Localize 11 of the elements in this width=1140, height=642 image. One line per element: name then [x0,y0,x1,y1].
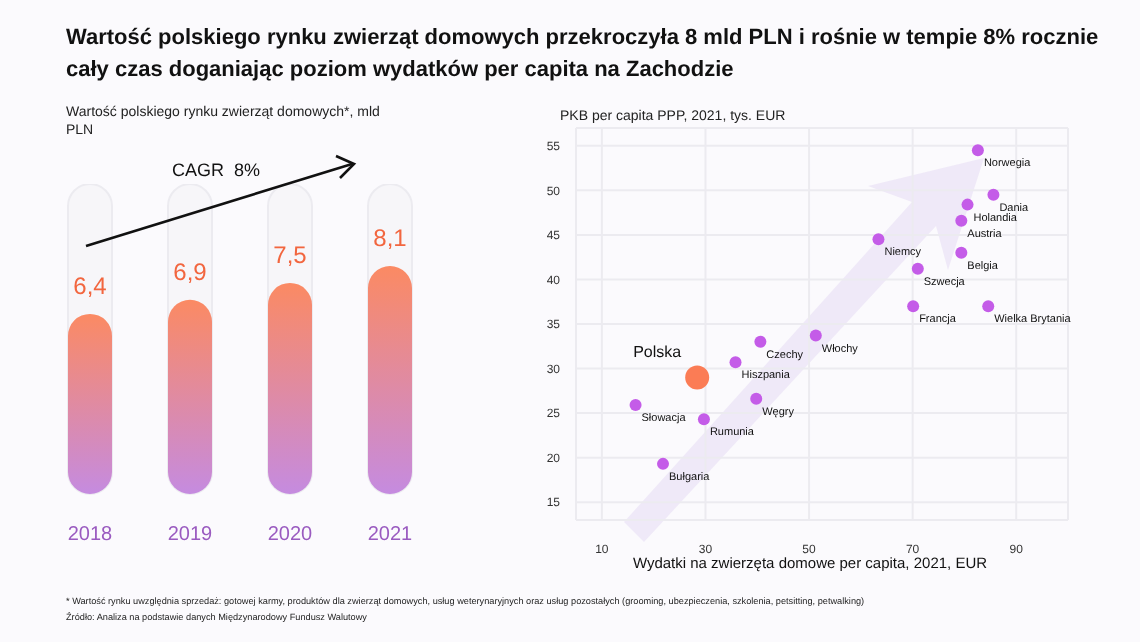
x-tick-label: 2021 [367,524,414,547]
data-label: 6,4 [73,271,108,300]
x-tick-label: 2019 [167,524,214,547]
x-tick-label: 2020 [267,524,314,547]
x-tick-label: 2018 [67,524,114,547]
text: CAGR 8% [172,160,261,180]
data-label: 7,5 [273,240,308,269]
data-label: 6,9 [173,257,208,286]
series-label: Polska [633,343,683,362]
data-label: 8,1 [373,224,408,253]
text: Wartość polskiego rynku zwierząt domowych przekroczyła 8 mld PLN i rośnie w tempie 8% rocznie cały czas doganiając poziom wydatków per capita na Zachodzie [66,24,1101,86]
